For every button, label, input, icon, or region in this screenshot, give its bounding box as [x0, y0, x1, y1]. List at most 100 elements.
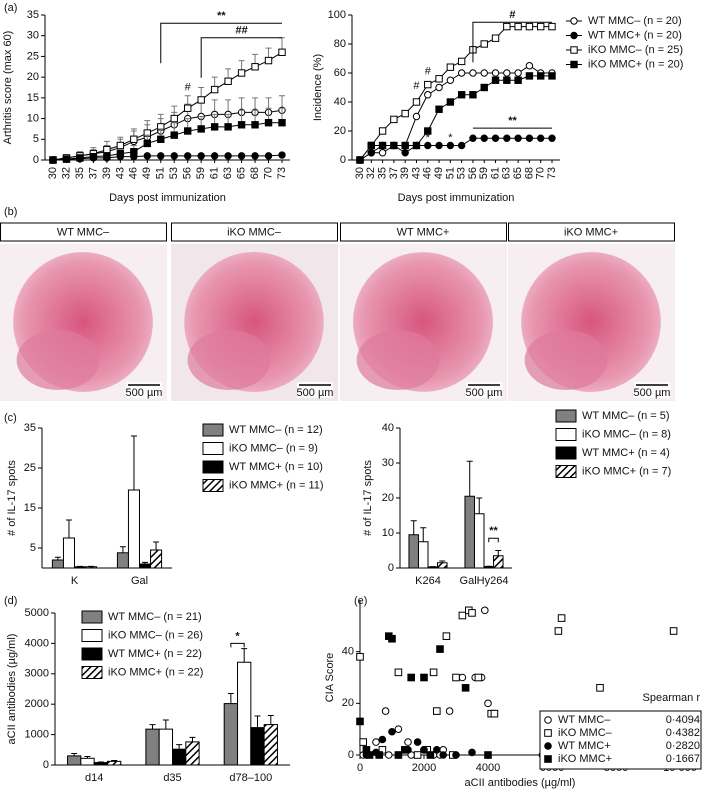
marker	[104, 153, 110, 159]
marker	[50, 157, 56, 163]
error-bar	[268, 715, 274, 724]
x-tick-label: 68	[523, 167, 535, 179]
legend-r: 0·4382	[666, 727, 700, 739]
marker	[545, 756, 552, 763]
marker	[408, 674, 415, 681]
marker	[421, 747, 428, 754]
x-tick-label: 4000	[476, 762, 500, 774]
y-tick-label: 60	[334, 67, 346, 79]
legend-label: iKO MMC– (n = 9)	[229, 442, 318, 454]
marker	[185, 153, 191, 159]
y-axis-label: CIA Score	[324, 653, 336, 703]
marker	[434, 708, 441, 715]
legend-label: iKO MMC+	[558, 753, 612, 765]
x-tick-label: d78–100	[229, 772, 272, 784]
error-bar	[254, 716, 260, 728]
marker	[453, 674, 460, 681]
panel-label: (b)	[4, 206, 17, 218]
y-tick-label: 5	[33, 133, 39, 145]
marker	[470, 135, 476, 141]
series-line	[53, 52, 282, 160]
x-tick-label: 70	[262, 167, 274, 179]
legend-label: iKO MMC+ (n = 7)	[582, 465, 671, 477]
annotation: *	[426, 132, 431, 144]
legend-r: 0·2820	[666, 740, 700, 752]
marker	[475, 674, 482, 681]
x-tick-label: 53	[456, 167, 468, 179]
legend-label: WT MMC– (n = 5)	[582, 410, 670, 422]
scale-bar-label: 500 µm	[634, 387, 671, 399]
marker	[447, 64, 453, 70]
x-tick-label: 59	[478, 167, 490, 179]
marker	[430, 669, 437, 676]
bar	[474, 514, 484, 568]
x-tick-label: 70	[535, 167, 547, 179]
y-tick-label: 25	[24, 462, 36, 474]
x-tick-label: 32	[60, 167, 72, 179]
marker	[414, 752, 421, 759]
marker	[571, 32, 577, 38]
bar	[107, 761, 120, 765]
marker	[252, 153, 258, 159]
bar	[52, 560, 63, 568]
legend-label: WT MMC– (n = 20)	[588, 15, 682, 27]
marker	[198, 153, 204, 159]
x-tick-label: 73	[276, 167, 288, 179]
x-tick-label: 39	[101, 167, 113, 179]
x-tick-label: 63	[222, 167, 234, 179]
y-tick-label: 100	[328, 9, 346, 21]
marker	[459, 674, 466, 681]
marker	[379, 736, 386, 743]
x-tick-label: 65	[235, 167, 247, 179]
series-line	[360, 27, 552, 160]
marker	[670, 628, 677, 635]
legend-label: iKO MMC– (n = 26)	[108, 629, 203, 641]
legend-r: 0·1667	[666, 753, 700, 765]
marker	[440, 752, 447, 759]
tissue	[17, 330, 100, 390]
marker	[117, 151, 123, 157]
legend-label: WT MMC+ (n = 10)	[229, 461, 323, 473]
bar	[68, 756, 81, 765]
marker	[436, 84, 442, 90]
marker	[526, 73, 532, 79]
x-tick-label: 30	[354, 167, 366, 179]
annotation: *	[448, 132, 453, 144]
y-tick-label: 0	[33, 154, 39, 166]
marker	[545, 743, 552, 750]
legend-label: iKO MMC+ (n = 22)	[108, 666, 203, 678]
x-tick-label: 35	[74, 167, 86, 179]
legend-label: WT MMC+ (n = 4)	[582, 447, 670, 459]
marker	[515, 70, 521, 76]
bar	[465, 496, 475, 568]
legend-swatch	[82, 667, 102, 679]
legend-label: WT MMC+ (n = 22)	[108, 648, 202, 660]
series-line	[360, 76, 552, 160]
marker	[211, 124, 217, 130]
panel-header: WT MMC+	[397, 226, 450, 238]
marker	[104, 146, 110, 152]
panel-header: iKO MMC–	[227, 226, 282, 238]
legend-label: iKO MMC–	[558, 727, 613, 739]
y-tick-label: 15	[27, 92, 39, 104]
tissue	[525, 330, 608, 390]
legend-r: 0·4094	[666, 714, 700, 726]
bar	[224, 704, 237, 765]
marker	[526, 23, 532, 29]
annotation: **	[508, 115, 517, 127]
marker	[427, 752, 434, 759]
legend-label: iKO MMC– (n = 25)	[588, 44, 683, 56]
y-tick-label: 40	[342, 646, 354, 658]
marker	[458, 70, 464, 76]
marker	[389, 728, 396, 735]
marker	[405, 739, 412, 746]
marker	[366, 752, 373, 759]
marker	[545, 730, 552, 737]
marker	[538, 73, 544, 79]
marker	[379, 150, 385, 156]
panel-label: (a)	[4, 2, 17, 14]
marker	[458, 58, 464, 64]
marker	[368, 150, 374, 156]
y-tick-label: 2000	[25, 698, 49, 710]
